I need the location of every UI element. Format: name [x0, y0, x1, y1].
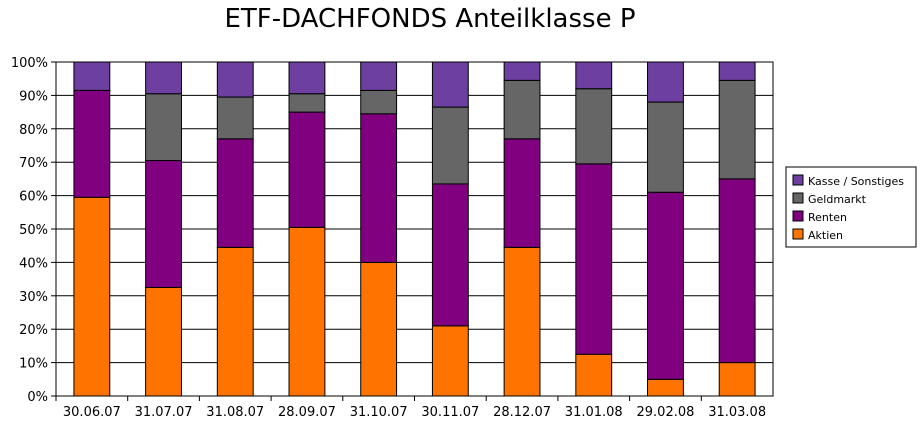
bars	[73, 61, 756, 397]
bar-segment	[647, 378, 684, 397]
y-tick-label: 30%	[19, 290, 48, 305]
bar-segment	[431, 325, 469, 397]
bar-segment	[431, 61, 469, 108]
bar-segment	[73, 89, 111, 198]
bar-segment	[360, 113, 398, 263]
bar-segment	[431, 183, 469, 327]
bar-segment	[216, 96, 254, 140]
y-tick-label: 90%	[19, 89, 48, 104]
bar-segment	[73, 196, 111, 397]
y-tick-label: 40%	[19, 256, 48, 271]
y-tick-label: 80%	[19, 123, 48, 138]
bar-segment	[503, 79, 541, 140]
x-tick-label: 31.08.07	[206, 405, 264, 420]
legend: Kasse / Sonstiges Geldmarkt Renten Aktien	[785, 166, 917, 248]
bar-segment	[288, 61, 326, 95]
bar-segment	[216, 138, 254, 248]
y-tick-label: 20%	[19, 323, 48, 338]
legend-label: Kasse / Sonstiges	[808, 175, 904, 188]
bar-segment	[575, 353, 613, 397]
y-tick-label: 10%	[19, 357, 48, 372]
bar-segment	[503, 138, 541, 248]
bar-segment	[718, 61, 756, 81]
bar-segment	[288, 93, 326, 113]
bar-segment	[575, 61, 613, 90]
x-tick-label: 31.03.08	[708, 405, 766, 420]
x-tick-label: 31.07.07	[135, 405, 193, 420]
y-tick-label: 100%	[11, 56, 48, 71]
chart-title: ETF-DACHFONDS Anteilklasse P	[224, 4, 636, 34]
bar-segment	[288, 111, 326, 228]
x-tick-label: 30.11.07	[421, 405, 479, 420]
y-tick-label: 0%	[27, 390, 48, 405]
bar-segment	[216, 246, 254, 397]
bar-segment	[647, 101, 684, 193]
bar-segment	[73, 61, 111, 91]
legend-label: Geldmarkt	[808, 193, 867, 206]
bar-segment	[145, 61, 182, 95]
bar-segment	[145, 93, 182, 162]
bar-segment	[431, 106, 469, 185]
bar-segment	[718, 362, 756, 397]
bar-segment	[360, 61, 398, 91]
x-tick-label: 28.09.07	[278, 405, 336, 420]
bar-segment	[288, 226, 326, 397]
legend-swatch	[792, 174, 804, 186]
bar-segment	[718, 178, 756, 364]
y-tick-label: 50%	[19, 223, 48, 238]
legend-swatch	[792, 210, 804, 222]
x-tick-label: 28.12.07	[493, 405, 551, 420]
bar-segment	[503, 61, 541, 81]
x-tick-label: 31.01.08	[565, 405, 623, 420]
bar-segment	[360, 261, 398, 397]
bar-segment	[145, 160, 182, 288]
legend-box	[785, 166, 917, 248]
bar-segment	[360, 89, 398, 115]
x-tick-label: 30.06.07	[63, 405, 121, 420]
bar-segment	[575, 88, 613, 165]
bar-segment	[647, 61, 684, 103]
legend-label: Aktien	[808, 229, 843, 242]
bar-segment	[718, 79, 756, 180]
axes: 0% 10% 20% 30% 40% 50% 60% 70% 80% 90% 100% 30.06.0…	[11, 56, 774, 420]
y-tick-label: 60%	[19, 190, 48, 205]
legend-label: Renten	[808, 211, 847, 224]
x-tick-label: 29.02.08	[637, 405, 695, 420]
x-tick-label: 31.10.07	[350, 405, 408, 420]
y-tick-label: 70%	[19, 156, 48, 171]
bar-segment	[216, 61, 254, 98]
legend-swatch	[792, 192, 804, 204]
bar-segment	[575, 163, 613, 355]
bar-segment	[647, 191, 684, 380]
legend-swatch	[792, 228, 804, 240]
bar-segment	[503, 246, 541, 397]
bar-segment	[145, 286, 182, 397]
